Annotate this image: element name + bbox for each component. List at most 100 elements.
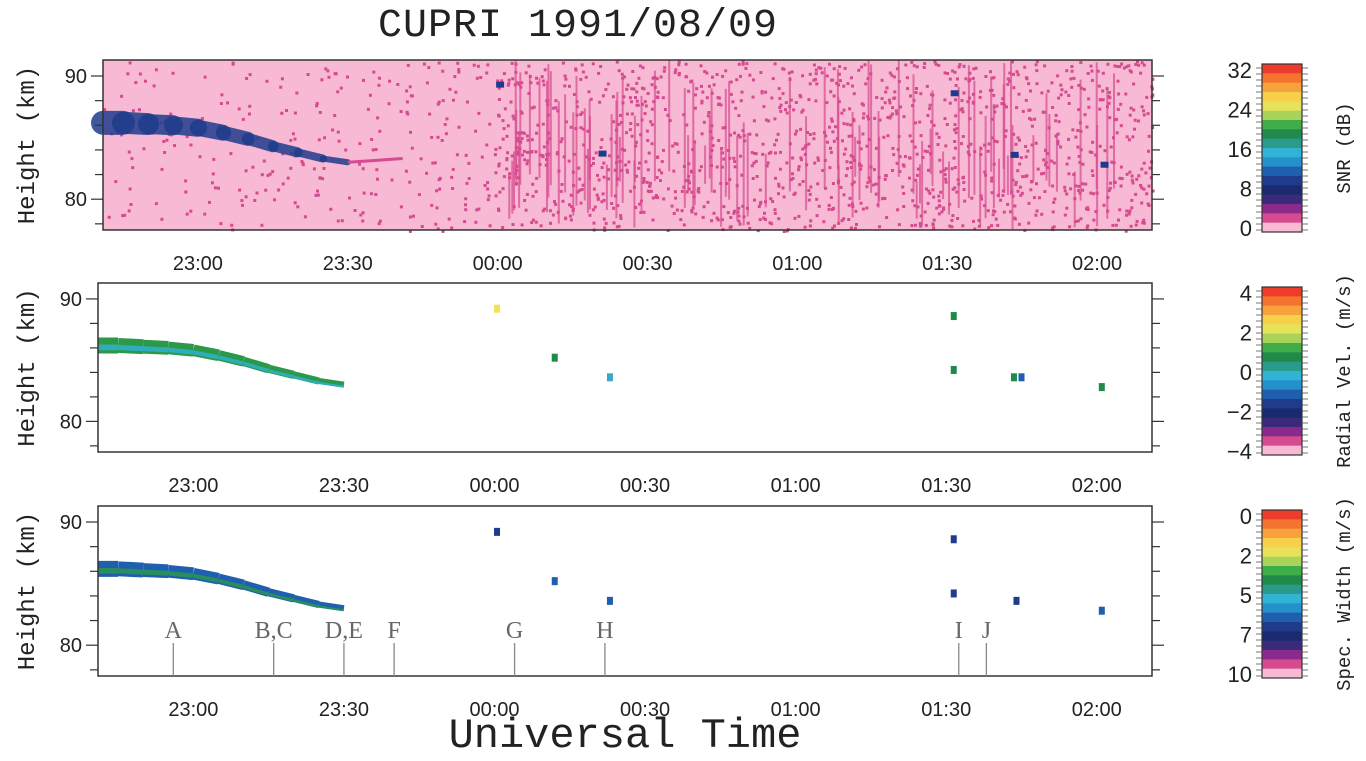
noise-dot: [598, 100, 602, 104]
noise-dot: [1120, 62, 1124, 66]
noise-dot: [588, 213, 592, 217]
noise-dot: [1137, 63, 1141, 67]
noise-dot: [1151, 77, 1155, 81]
noise-dot: [1118, 65, 1122, 69]
noise-dot: [579, 77, 583, 81]
noise-dot: [782, 67, 786, 71]
noise-dot: [912, 64, 916, 68]
noise-dot: [748, 73, 752, 77]
noise-dot: [956, 77, 959, 81]
echo-point: [950, 535, 957, 544]
noise-dot: [962, 91, 966, 95]
noise-dot: [651, 196, 655, 200]
colorbar-band: [1262, 296, 1302, 307]
noise-dot: [674, 196, 678, 200]
noise-dot: [635, 99, 639, 103]
noise-dot: [808, 72, 812, 76]
noise-dot: [978, 95, 982, 99]
noise-dot: [600, 200, 604, 204]
noise-dot: [613, 168, 617, 172]
noise-dot: [954, 98, 957, 102]
noise-dot: [971, 100, 975, 104]
noise-dot: [884, 174, 888, 178]
noise-dot: [737, 206, 741, 210]
noise-dot: [799, 158, 803, 162]
noise-dot: [369, 192, 373, 196]
noise-dot: [831, 78, 835, 82]
noise-dot: [943, 117, 947, 121]
noise-dot: [755, 175, 759, 178]
noise-dot: [1040, 91, 1044, 95]
noise-dot: [293, 111, 297, 115]
noise-dot: [995, 140, 999, 144]
noise-dot: [888, 116, 892, 120]
noise-dot: [953, 166, 957, 169]
noise-dot: [301, 163, 305, 167]
noise-dot: [843, 66, 847, 70]
noise-dot: [859, 147, 863, 151]
noise-dot: [1134, 223, 1138, 227]
colorbar-2: 420−2−4 Radial Vel. (m/s): [1227, 274, 1356, 468]
noise-dot: [1122, 66, 1126, 70]
noise-dot: [752, 161, 756, 165]
noise-dot: [700, 132, 704, 136]
noise-dot: [542, 83, 546, 87]
noise-dot: [1125, 135, 1129, 139]
noise-dot: [646, 168, 650, 172]
noise-dot: [849, 123, 853, 127]
noise-dot: [1027, 201, 1031, 205]
noise-dot: [531, 194, 535, 198]
noise-dot: [715, 165, 719, 169]
noise-dot: [679, 218, 683, 222]
noise-dot: [650, 107, 654, 111]
noise-dot: [368, 93, 372, 97]
noise-dot: [830, 119, 834, 123]
noise-dot: [799, 95, 803, 99]
noise-dot: [1009, 210, 1012, 214]
noise-dot: [769, 197, 773, 201]
noise-dot: [374, 148, 378, 151]
noise-dot: [655, 176, 659, 179]
noise-dot: [457, 125, 461, 129]
noise-dot: [493, 153, 497, 157]
noise-dot: [915, 152, 919, 156]
noise-dot: [703, 70, 707, 73]
noise-streak: [605, 164, 608, 210]
noise-dot: [732, 211, 736, 215]
colorbar-band: [1262, 333, 1302, 344]
noise-dot: [784, 101, 788, 105]
noise-dot: [1014, 142, 1018, 146]
noise-dot: [1026, 149, 1030, 153]
noise-dot: [375, 168, 379, 172]
layer-segment-inner: [143, 569, 169, 576]
noise-dot: [277, 188, 281, 192]
noise-dot: [888, 101, 892, 105]
noise-dot: [663, 66, 667, 70]
colorbar-band: [1262, 659, 1302, 670]
noise-dot: [1051, 106, 1055, 109]
noise-dot: [548, 209, 552, 213]
noise-dot: [289, 138, 293, 142]
noise-dot: [662, 69, 666, 73]
noise-dot: [1105, 87, 1109, 91]
colorbar-band: [1262, 222, 1302, 233]
noise-dot: [1016, 73, 1020, 77]
noise-dot: [760, 90, 764, 93]
layer-segment-inner: [243, 361, 270, 373]
noise-dot: [539, 224, 543, 228]
noise-dot: [1103, 149, 1107, 153]
noise-dot: [729, 216, 733, 219]
noise-dot: [972, 67, 976, 71]
plot-frame: [102, 59, 1153, 231]
noise-streak: [588, 99, 591, 181]
noise-dot: [1098, 144, 1102, 148]
noise-dot: [868, 179, 872, 183]
noise-streak: [618, 136, 621, 182]
noise-dot: [579, 201, 583, 205]
noise-dot: [659, 179, 662, 183]
layer-segment: [267, 364, 295, 379]
noise-dot: [849, 154, 853, 158]
noise-dot: [447, 217, 451, 221]
noise-dot: [845, 122, 849, 126]
noise-dot: [353, 209, 357, 212]
